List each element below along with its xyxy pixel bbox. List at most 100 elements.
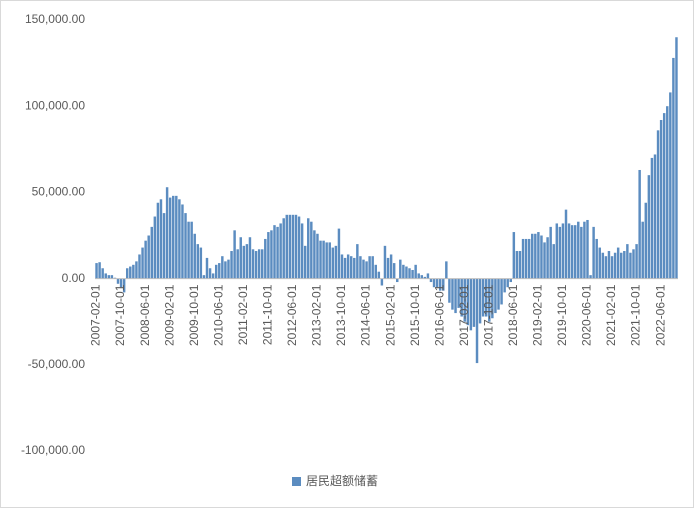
bar — [607, 251, 611, 279]
bar — [435, 278, 439, 288]
x-tick-label: 2009-10-01 — [187, 284, 201, 346]
bar — [484, 278, 488, 317]
bar — [457, 278, 460, 308]
bar — [218, 263, 221, 279]
bar — [472, 278, 476, 327]
bar — [147, 235, 150, 279]
bar — [380, 278, 384, 286]
bar — [261, 249, 264, 279]
bar — [620, 252, 623, 279]
bar — [294, 214, 298, 279]
bar — [125, 268, 129, 279]
bar — [264, 238, 267, 279]
bar — [190, 221, 193, 279]
x-tick-label: 2015-02-01 — [383, 284, 397, 346]
bar — [319, 240, 322, 279]
bar — [236, 249, 239, 279]
bar — [107, 275, 111, 279]
x-tick-label: 2009-02-01 — [162, 284, 176, 346]
bar — [346, 254, 350, 279]
x-tick-label: 2017-02-01 — [457, 284, 471, 346]
bar — [604, 256, 608, 279]
bar — [184, 213, 187, 279]
bar — [116, 278, 120, 284]
bar — [610, 256, 614, 279]
x-tick-label: 2007-10-01 — [113, 284, 127, 346]
bar — [540, 235, 543, 279]
bar — [583, 221, 586, 279]
bar — [122, 278, 126, 293]
bar — [343, 257, 347, 279]
bar — [626, 244, 629, 279]
bar — [199, 247, 203, 279]
bar — [239, 237, 242, 279]
bar — [396, 278, 399, 283]
bar — [303, 245, 307, 279]
bar — [377, 271, 381, 279]
bar — [399, 259, 402, 279]
bar — [555, 223, 559, 279]
bar — [451, 278, 454, 310]
bar — [521, 238, 525, 279]
y-tick-label: 150,000.00 — [25, 12, 85, 26]
bar — [638, 169, 641, 279]
bar — [233, 230, 236, 279]
bar — [242, 245, 246, 279]
bar — [368, 256, 371, 279]
bar — [629, 252, 632, 279]
bar — [193, 233, 196, 279]
bar — [506, 278, 509, 288]
bar — [175, 195, 178, 279]
bar — [454, 278, 457, 314]
bar — [420, 275, 424, 279]
bar — [426, 273, 430, 279]
bar — [202, 275, 206, 279]
bar — [257, 249, 261, 279]
bar — [669, 92, 672, 279]
bar — [491, 278, 494, 319]
bar — [512, 232, 516, 279]
bar — [589, 275, 592, 279]
bar — [500, 278, 503, 305]
x-tick-label: 2022-06-01 — [653, 284, 667, 346]
x-tick-label: 2013-02-01 — [310, 284, 324, 346]
y-tick-label: -50,000.00 — [28, 357, 86, 371]
bar — [672, 57, 675, 279]
bar — [524, 238, 528, 279]
bar — [230, 251, 233, 279]
legend-label: 居民超额储蓄 — [306, 473, 378, 488]
bar — [494, 278, 497, 314]
x-tick-label: 2008-06-01 — [138, 284, 152, 346]
bar — [359, 256, 362, 279]
bar — [481, 278, 485, 317]
bar — [442, 278, 445, 291]
bar — [632, 249, 635, 279]
bar — [650, 157, 654, 279]
x-tick-label: 2011-10-01 — [261, 284, 275, 345]
bar — [552, 244, 555, 279]
bar — [282, 218, 285, 279]
bar — [641, 221, 644, 279]
bar — [616, 247, 620, 279]
x-tick-label: 2010-06-01 — [211, 284, 225, 346]
bar — [331, 247, 335, 279]
bar — [273, 225, 276, 279]
bar — [211, 273, 215, 279]
bar — [310, 221, 313, 279]
bar — [408, 268, 411, 279]
x-tick-label: 2020-06-01 — [580, 284, 594, 346]
bar — [101, 268, 104, 279]
bar — [132, 264, 135, 279]
x-tick-label: 2019-10-01 — [555, 284, 569, 346]
bar — [438, 278, 442, 291]
bar — [248, 237, 252, 279]
bar — [104, 273, 107, 279]
bar — [601, 252, 605, 279]
bar — [598, 247, 601, 279]
bar — [153, 216, 157, 279]
bar — [337, 228, 341, 279]
bar — [349, 256, 353, 279]
bar — [527, 238, 531, 279]
bar — [417, 273, 420, 279]
